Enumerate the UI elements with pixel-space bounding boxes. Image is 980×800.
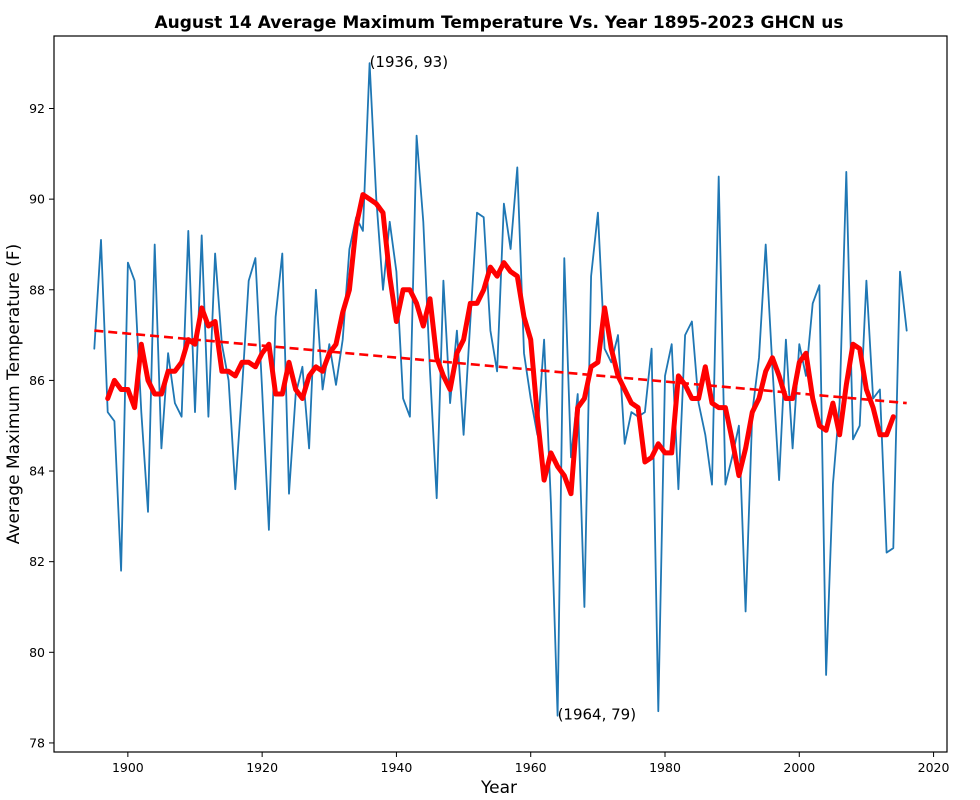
y-tick-label: 82 <box>29 554 45 569</box>
x-tick-label: 2020 <box>918 760 950 775</box>
x-axis-label: Year <box>480 778 517 798</box>
series-trend-line <box>94 329 907 405</box>
plot-frame <box>53 35 948 753</box>
x-tick-label: 1940 <box>381 760 413 775</box>
x-tick-label: 1980 <box>649 760 681 775</box>
annotation-label: (1936, 93) <box>370 53 449 71</box>
series-annual-line <box>93 62 908 717</box>
annotation-label: (1964, 79) <box>558 706 637 724</box>
y-axis-label: Average Maximum Temperature (F) <box>4 244 24 545</box>
y-tick-label: 88 <box>29 282 45 297</box>
chart-title: August 14 Average Maximum Temperature Vs… <box>154 13 843 33</box>
series-moving-average-line <box>105 192 896 497</box>
y-tick-label: 80 <box>29 645 45 660</box>
x-tick-label: 1920 <box>246 760 278 775</box>
y-tick-label: 90 <box>29 192 45 207</box>
y-tick-label: 84 <box>29 464 45 479</box>
y-tick-label: 86 <box>29 373 45 388</box>
x-tick-label: 1960 <box>515 760 547 775</box>
x-tick-label: 2000 <box>783 760 815 775</box>
x-tick-label: 1900 <box>112 760 144 775</box>
y-tick-label: 92 <box>29 101 45 116</box>
y-tick-label: 78 <box>29 735 45 750</box>
